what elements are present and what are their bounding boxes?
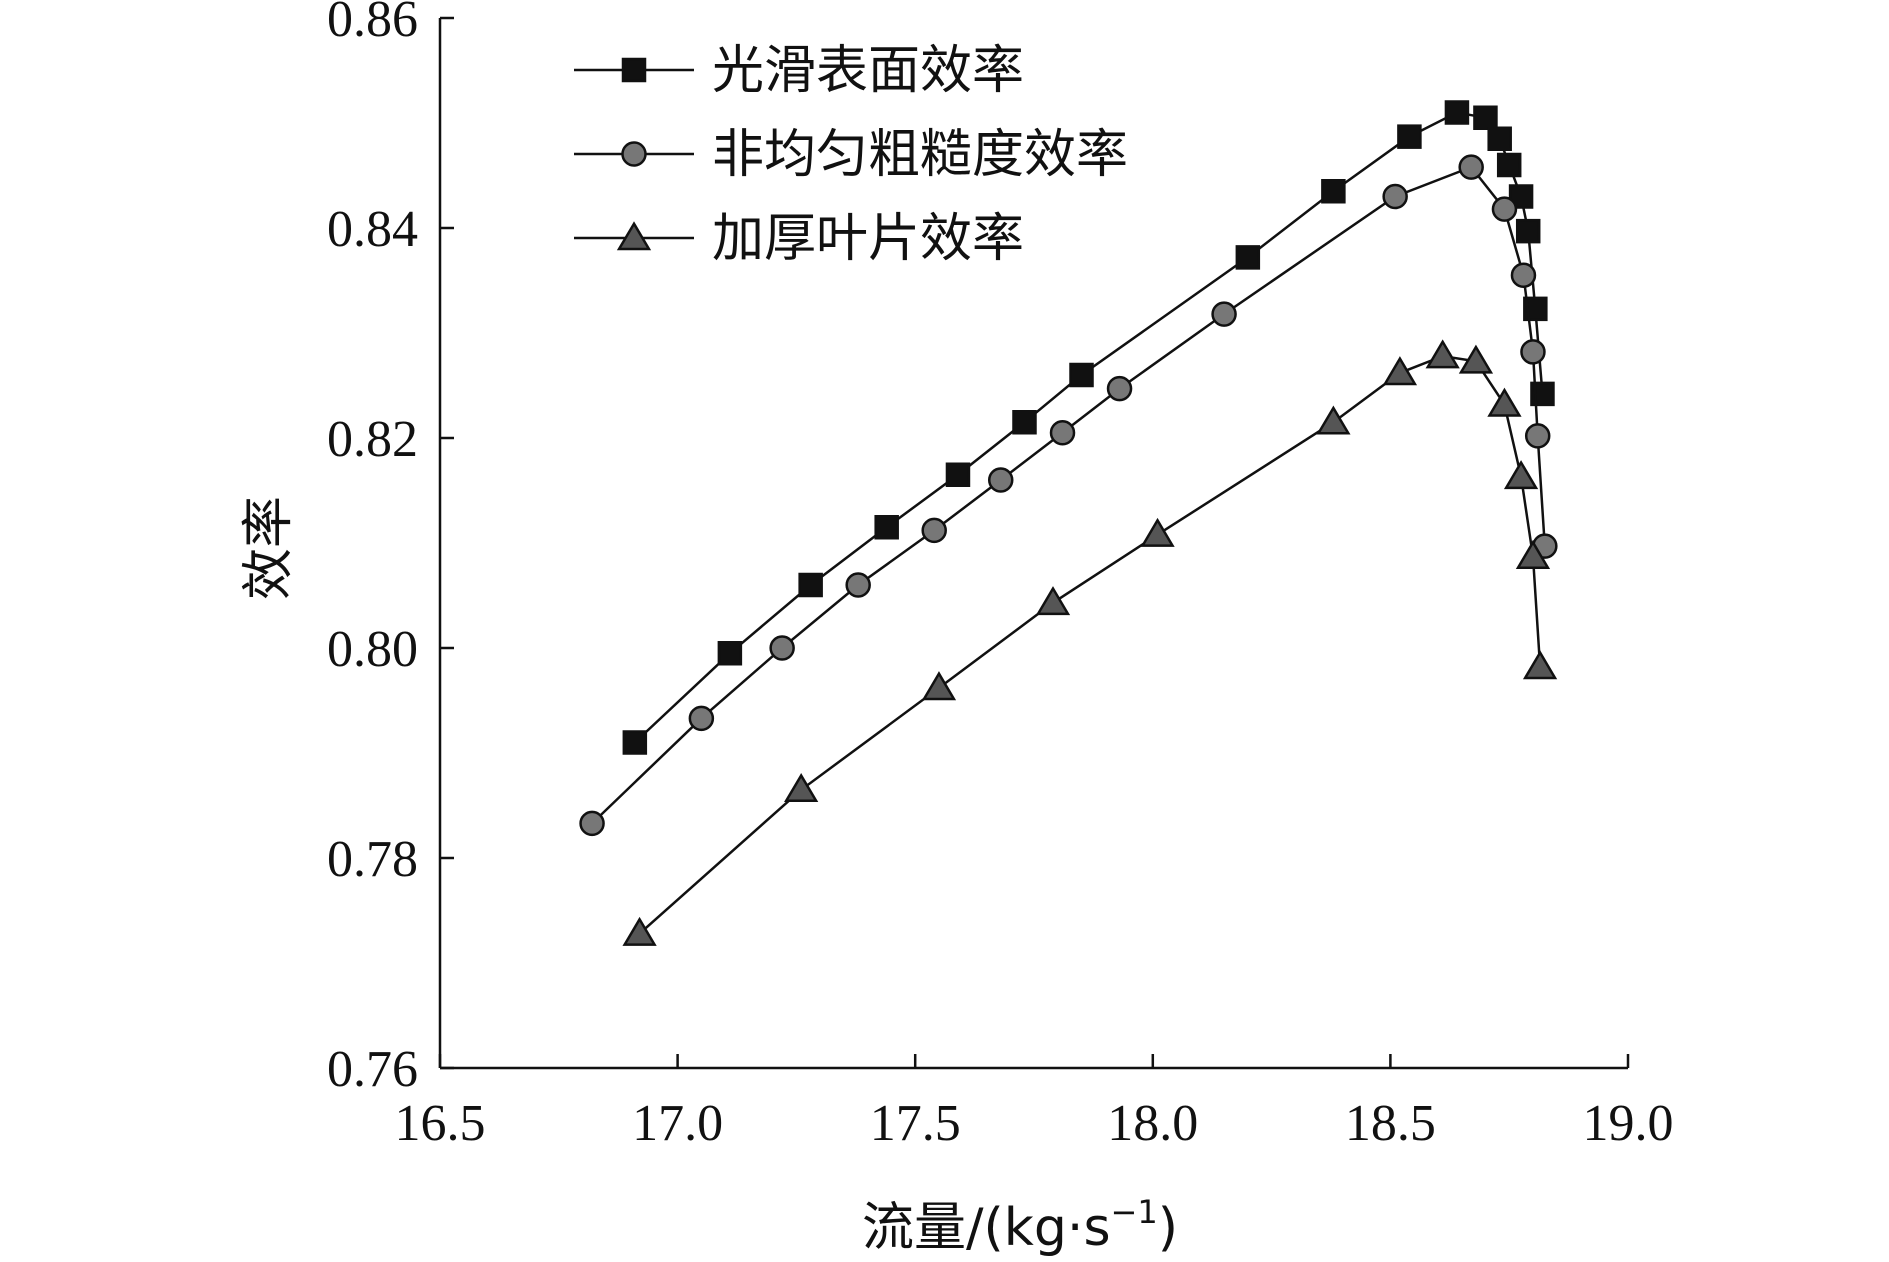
series-line <box>591 165 1547 825</box>
data-point <box>1316 405 1351 435</box>
y-tick-label: 0.82 <box>327 411 418 468</box>
data-point <box>1491 196 1518 222</box>
data-point <box>1496 152 1522 178</box>
legend-marker <box>621 57 647 83</box>
data-point <box>1211 301 1237 327</box>
data-point <box>688 705 715 732</box>
series-1 <box>622 100 1555 755</box>
data-point <box>1458 344 1494 374</box>
data-point <box>1140 517 1175 547</box>
data-point <box>1382 183 1408 210</box>
legend-item: 非均匀粗糙度效率 <box>574 125 1128 185</box>
data-point <box>921 671 957 701</box>
data-point <box>717 641 743 666</box>
data-point <box>1458 154 1484 180</box>
data-point <box>769 635 795 661</box>
data-point <box>1382 356 1418 386</box>
data-point <box>1530 381 1555 407</box>
data-point <box>845 572 871 598</box>
data-point <box>1508 184 1534 209</box>
data-point <box>622 916 657 946</box>
x-tick-label: 18.5 <box>1345 1095 1436 1152</box>
data-point <box>1487 126 1512 151</box>
data-point <box>1444 100 1470 125</box>
axes: 效率 流量/(kg·s−1) <box>239 18 1628 1258</box>
legend-marker <box>616 221 652 251</box>
legend-item: 加厚叶片效率 <box>574 209 1024 269</box>
data-point <box>1425 339 1460 369</box>
y-tick-label: 0.84 <box>327 201 418 258</box>
data-point <box>921 517 947 544</box>
data-point <box>987 467 1014 493</box>
data-point <box>1503 460 1539 490</box>
data-point <box>1069 362 1094 388</box>
legend-label: 加厚叶片效率 <box>712 209 1024 269</box>
data-point <box>1397 124 1422 149</box>
x-axis-label-close: ) <box>1158 1198 1178 1258</box>
x-tick-label: 16.5 <box>395 1095 486 1152</box>
x-axis-label-superscript: −1 <box>1111 1193 1158 1231</box>
data-point <box>1515 218 1541 244</box>
data-point <box>1523 296 1548 322</box>
series-3 <box>622 339 1558 946</box>
x-axis-label: 流量/(kg·s−1) <box>862 1193 1178 1258</box>
data-point <box>798 572 823 598</box>
series-2 <box>579 154 1558 837</box>
data-point <box>1106 375 1133 402</box>
data-point <box>622 730 648 755</box>
data-point <box>1035 586 1071 616</box>
y-tick-label: 0.78 <box>327 831 418 888</box>
series-group <box>579 100 1558 946</box>
data-point <box>1510 262 1537 288</box>
x-tick-label: 18.0 <box>1107 1095 1198 1152</box>
data-point <box>1515 539 1551 569</box>
data-point <box>1235 245 1261 270</box>
y-tick-label: 0.80 <box>327 621 418 678</box>
tick-group: 16.5 17.0 17.5 18.0 18.5 19.0 0.76 0.78 0.80 0.82… <box>327 0 1674 1152</box>
legend-marker <box>621 141 647 167</box>
y-tick-label: 0.86 <box>327 0 418 48</box>
data-point <box>1012 410 1037 435</box>
data-point <box>1049 420 1076 446</box>
data-point <box>874 515 899 540</box>
data-point <box>579 810 605 837</box>
legend-label: 光滑表面效率 <box>712 41 1024 101</box>
data-point <box>1321 179 1346 204</box>
data-point <box>1487 387 1522 417</box>
x-axis-label-main: 流量/(kg·s <box>862 1198 1111 1258</box>
y-tick-label: 0.76 <box>327 1041 418 1098</box>
data-point <box>945 462 971 487</box>
legend-item: 光滑表面效率 <box>574 41 1024 101</box>
data-point <box>784 772 819 803</box>
x-tick-label: 17.5 <box>870 1095 961 1152</box>
data-point <box>1520 339 1546 365</box>
y-axis-label: 效率 <box>239 496 299 600</box>
data-point <box>1524 423 1551 449</box>
x-tick-label: 19.0 <box>1583 1095 1674 1152</box>
data-point <box>1473 105 1498 130</box>
data-point <box>1522 650 1558 680</box>
legend-label: 非均匀粗糙度效率 <box>712 125 1128 185</box>
x-tick-label: 17.0 <box>632 1095 723 1152</box>
